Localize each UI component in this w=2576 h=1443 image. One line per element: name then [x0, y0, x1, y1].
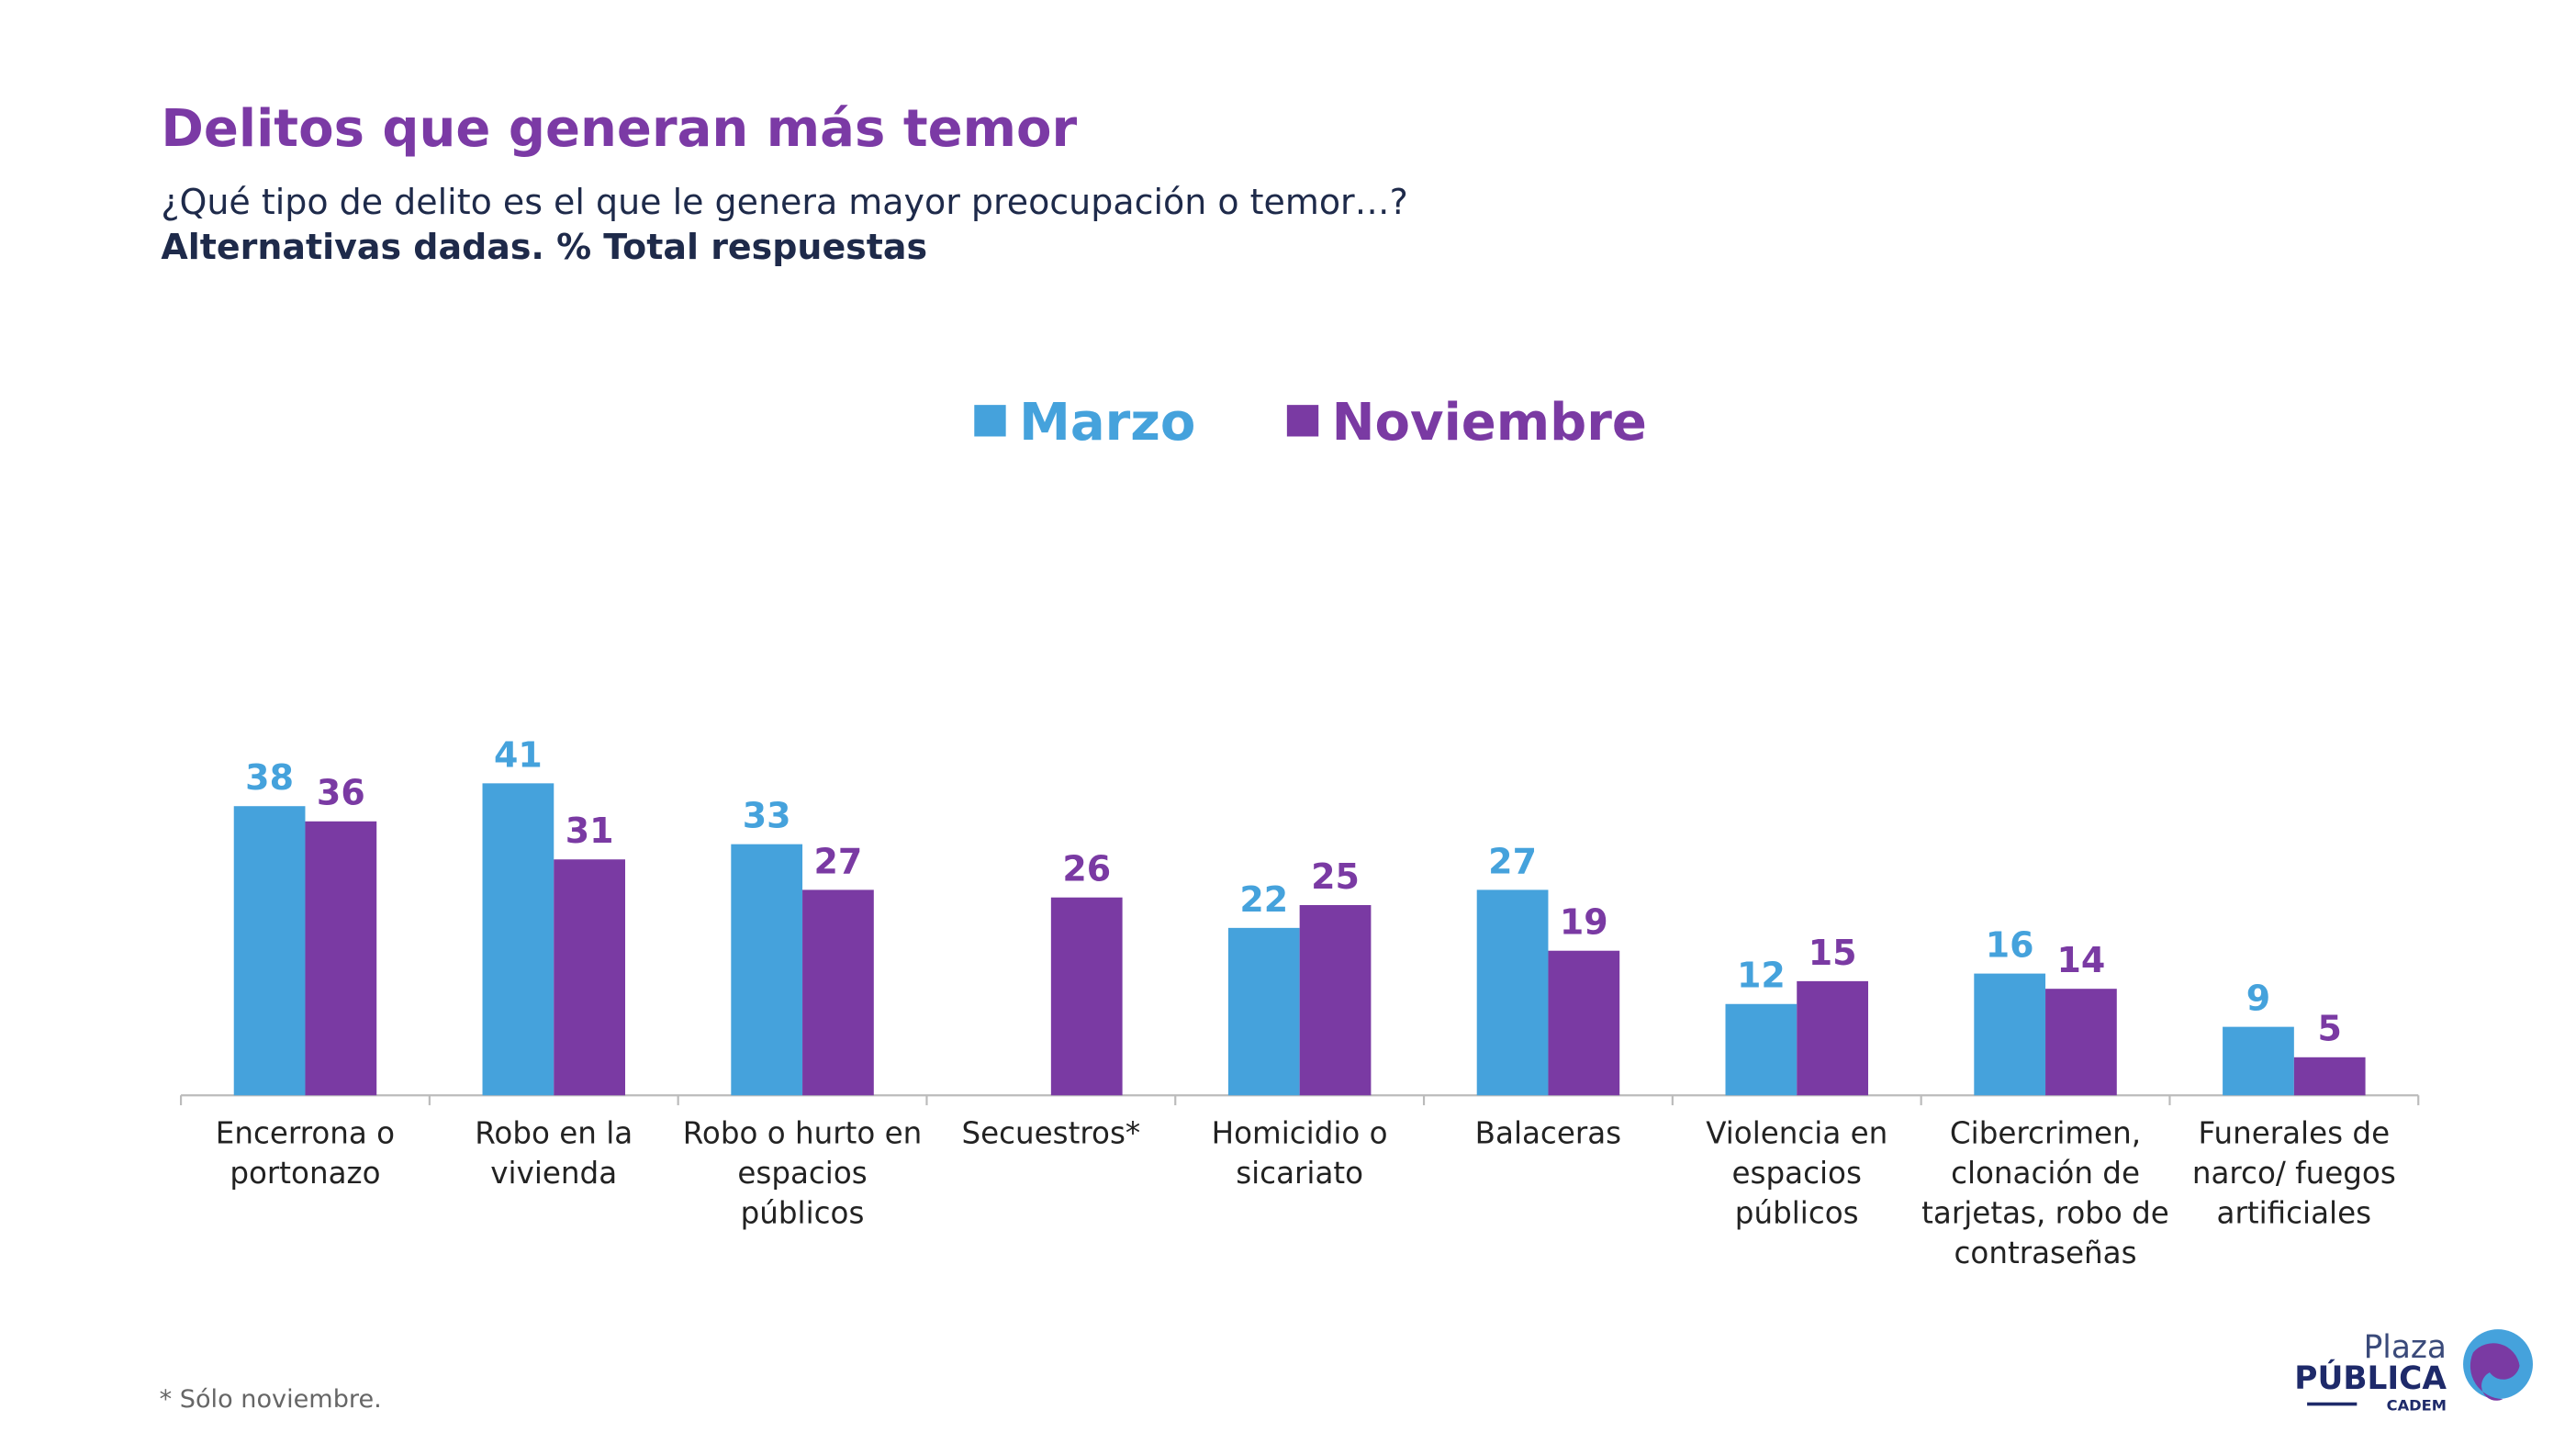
x-tick-label: Cibercrimen, clonación de tarjetas, robo…	[1921, 1116, 2169, 1271]
x-tick-label: Robo o hurto en espacios públicos	[682, 1116, 923, 1232]
bar	[731, 844, 803, 1096]
data-label: 5	[2318, 1009, 2342, 1049]
bar	[554, 859, 626, 1096]
bar	[1974, 973, 2046, 1096]
x-tick-label-box: Encerrona o portonazo	[215, 1116, 396, 1192]
data-label: 27	[1488, 841, 1537, 881]
logo: Plaza PÚBLICA CADEM	[2294, 1329, 2533, 1415]
data-label: 14	[2057, 940, 2106, 980]
data-label: 9	[2246, 979, 2270, 1019]
data-label: 31	[566, 811, 614, 851]
bar	[233, 806, 306, 1096]
data-label: 16	[1986, 925, 2034, 966]
logo-text: PÚBLICA	[2294, 1359, 2447, 1397]
x-tick-label: Homicidio o sicariato	[1211, 1116, 1388, 1192]
x-tick-label: Encerrona o portonazo	[215, 1116, 396, 1192]
bar	[2223, 1026, 2294, 1096]
x-tick-label-box: Funerales de narco/ fuegos artificiales	[2191, 1116, 2396, 1232]
x-tick-label: Balaceras	[1474, 1116, 1622, 1152]
data-label: 12	[1737, 956, 1786, 996]
x-tick-label-box: Secuestros*	[961, 1116, 1141, 1152]
bar	[2293, 1057, 2366, 1096]
x-tick-label-box: Violencia en espacios públicos	[1706, 1116, 1888, 1232]
bar	[1797, 980, 1868, 1096]
data-label: 38	[245, 757, 294, 798]
bar	[1299, 904, 1372, 1096]
data-label: 36	[317, 773, 365, 813]
x-tick-label-box: Robo o hurto en espacios públicos	[682, 1116, 923, 1232]
logo-text: CADEM	[2387, 1397, 2447, 1415]
legend-label: Noviembre	[1332, 393, 1647, 453]
logo-icon	[2470, 1343, 2520, 1401]
data-label: 15	[1809, 933, 1857, 973]
subtitle: ¿Qué tipo de delito es el que le genera …	[161, 182, 1407, 222]
x-tick-label: Violencia en espacios públicos	[1706, 1116, 1888, 1232]
x-tick-label: Robo en la vivienda	[475, 1116, 633, 1192]
x-tick-label: Funerales de narco/ fuegos artificiales	[2191, 1116, 2396, 1232]
x-tick-label: Secuestros*	[961, 1116, 1141, 1152]
bar	[1725, 1003, 1798, 1096]
logo-text: Plaza	[2364, 1329, 2447, 1366]
data-label: 26	[1062, 849, 1111, 889]
legend-label: Marzo	[1019, 393, 1195, 453]
data-label: 27	[814, 841, 863, 881]
bar	[1476, 889, 1549, 1096]
bar	[802, 889, 874, 1096]
bar	[305, 821, 377, 1096]
chart-title: Delitos que generan más temor	[161, 99, 1077, 159]
bar	[2045, 989, 2117, 1096]
legend-swatch	[974, 405, 1006, 437]
data-label: 19	[1560, 902, 1608, 943]
bar	[1227, 927, 1300, 1096]
x-tick-label-box: Balaceras	[1474, 1116, 1622, 1152]
footnote: * Sólo noviembre.	[160, 1385, 382, 1414]
bar	[1050, 897, 1123, 1096]
data-label: 25	[1311, 856, 1360, 897]
legend-swatch	[1286, 405, 1319, 437]
data-label: 41	[494, 734, 543, 775]
x-tick-label-box: Robo en la vivienda	[475, 1116, 633, 1192]
x-tick-label-box: Homicidio o sicariato	[1211, 1116, 1388, 1192]
subtitle: Alternativas dadas. % Total respuestas	[161, 227, 927, 267]
data-label: 22	[1239, 879, 1288, 920]
bar	[482, 783, 554, 1096]
x-tick-label-box: Cibercrimen, clonación de tarjetas, robo…	[1921, 1116, 2169, 1271]
bar	[1548, 950, 1620, 1096]
data-label: 33	[743, 796, 791, 836]
